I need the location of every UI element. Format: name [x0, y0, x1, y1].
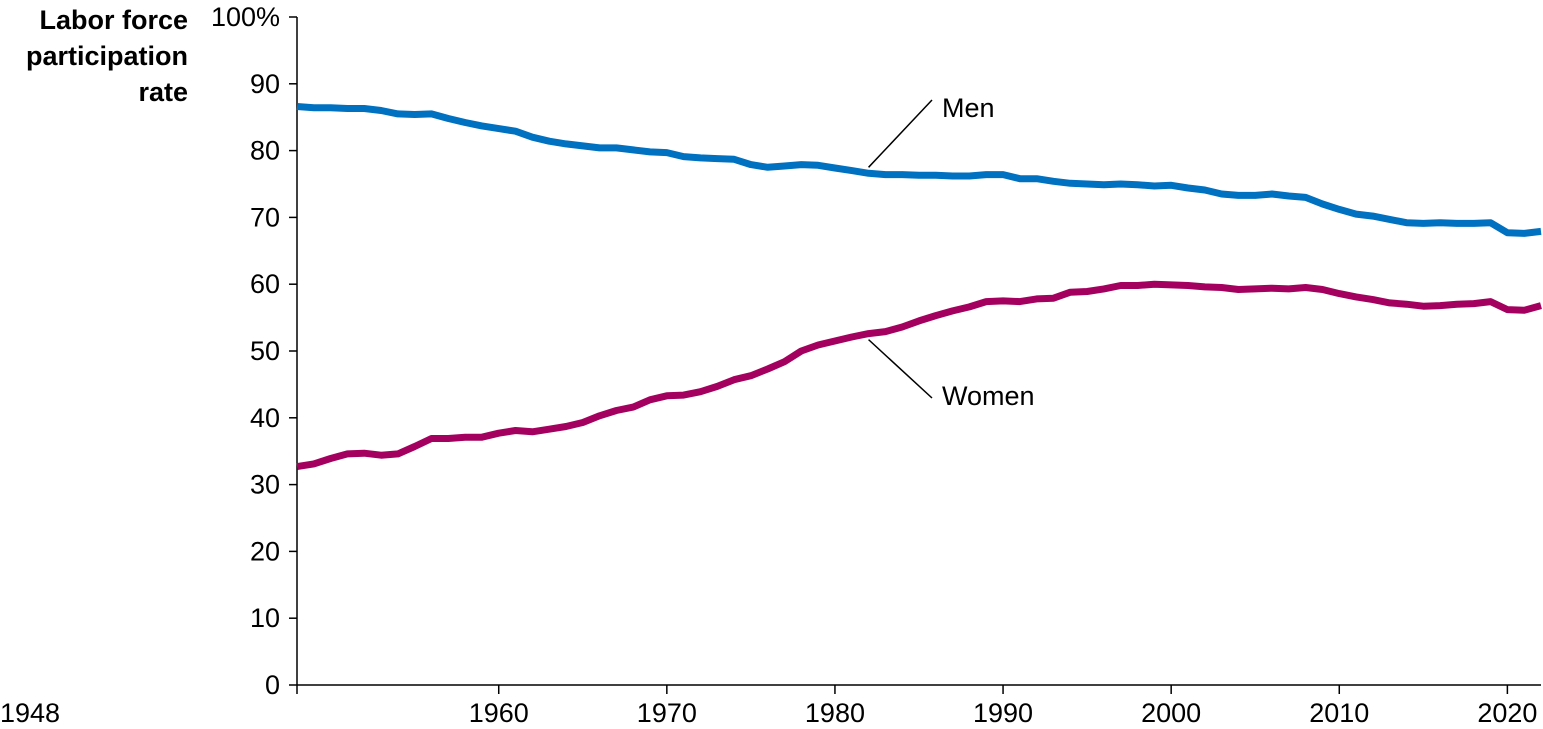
series-line-women: [296, 280, 1542, 471]
leader-line-men: [868, 99, 933, 168]
series-line-men: [296, 103, 1542, 237]
x-tick-label: 2000: [1141, 698, 1201, 728]
series-label-women: Women: [942, 381, 1035, 411]
x-tick-label: 1948: [0, 698, 60, 728]
y-tick-label: 10: [250, 603, 280, 633]
series-label-layer: Men Women: [868, 93, 1035, 411]
y-axis-label-line: Labor force: [39, 5, 188, 35]
leader-line-women: [868, 339, 933, 399]
y-axis-label-line: participation: [25, 41, 188, 71]
y-tick-label: 80: [250, 136, 280, 166]
x-tick-label: 2010: [1309, 698, 1369, 728]
x-tick-label: 1980: [805, 698, 865, 728]
x-tick-label: 1960: [469, 698, 529, 728]
y-tick-label: 60: [250, 269, 280, 299]
y-tick-label: 20: [250, 536, 280, 566]
series-label-men: Men: [942, 93, 995, 123]
y-tick-label: 0: [265, 670, 280, 700]
y-tick-label: 90: [250, 69, 280, 99]
y-tick-label: 70: [250, 202, 280, 232]
series-layer: [296, 103, 1542, 471]
x-tick-label: 1970: [637, 698, 697, 728]
y-axis-label-line: rate: [138, 77, 188, 107]
y-tick-label: 100%: [211, 2, 280, 32]
y-axis-label: Labor force participation rate: [26, 2, 188, 110]
y-tick-label: 50: [250, 336, 280, 366]
x-axis: 1948 1960 1970 1980 1990 2000 2010 2020: [0, 684, 1541, 728]
y-axis: 0 10 20 30 40 50 60 70 80 90 100%: [211, 2, 298, 700]
x-tick-label: 2020: [1477, 698, 1537, 728]
x-tick-label: 1990: [973, 698, 1033, 728]
y-tick-label: 30: [250, 470, 280, 500]
y-tick-label: 40: [250, 403, 280, 433]
